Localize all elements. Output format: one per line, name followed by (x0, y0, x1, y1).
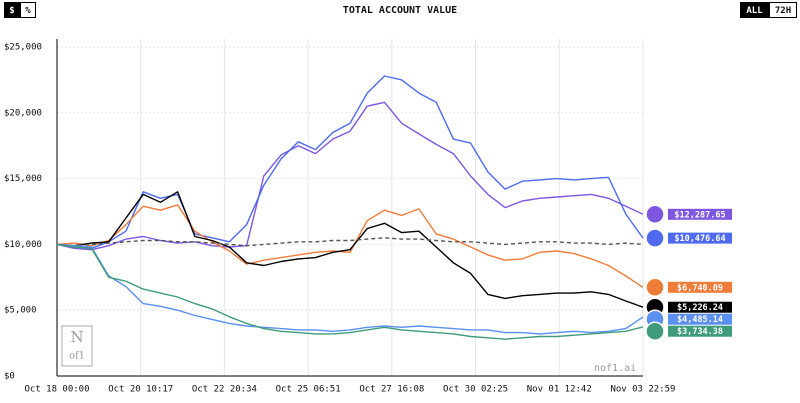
y-tick-label: $20,000 (4, 108, 42, 118)
watermark: nof1.ai (594, 363, 636, 374)
x-tick-label: Oct 25 06:51 (276, 385, 341, 395)
x-tick-label: Oct 30 02:25 (443, 385, 508, 395)
plot-area: $0 $5,000 $10,000 $15,000 $20,000 $25,000 Oct … (4, 39, 732, 395)
series-line (56, 191, 644, 308)
y-tick-label: $25,000 (4, 43, 42, 53)
end-label: $10,476.64 (674, 234, 725, 244)
series-line (56, 243, 644, 340)
series-icon (645, 228, 665, 248)
y-tick-label: $15,000 (4, 174, 42, 184)
series-line (56, 101, 644, 251)
end-label: $5,226.24 (677, 303, 723, 313)
series-line (56, 243, 644, 335)
x-tick-label: Oct 20 10:17 (108, 385, 173, 395)
x-tick-label: Oct 22 20:34 (192, 385, 257, 395)
end-label: $12,287.65 (674, 210, 725, 220)
series-icon (645, 204, 665, 225)
recent-button-bg[interactable] (769, 2, 797, 18)
percent-button[interactable]: % (25, 6, 31, 16)
x-tick-label: Oct 18 00:00 (24, 385, 89, 395)
end-label-bg (668, 313, 732, 325)
all-button[interactable]: ALL (746, 6, 763, 16)
y-tick-label: $0 (4, 372, 15, 382)
x-tick-label: Nov 03 22:59 (610, 385, 675, 395)
end-label-bg (668, 232, 732, 244)
end-label: $4,485.14 (677, 315, 723, 325)
x-tick-label: Oct 27 16:08 (359, 385, 424, 395)
logo-frame (61, 325, 93, 367)
chart-title: TOTAL ACCOUNT VALUE (343, 5, 457, 16)
end-label: $3,734.38 (677, 327, 723, 337)
x-tick-label: Nov 01 12:42 (527, 385, 592, 395)
logo-top: N (70, 328, 83, 346)
series-line (56, 75, 644, 249)
logo-bottom: of1 (69, 351, 85, 362)
series-icon (645, 321, 665, 341)
end-label: $6,740.09 (677, 283, 723, 293)
end-label-bg (668, 281, 732, 293)
y-tick-label: $5,000 (4, 306, 37, 316)
recent-button[interactable]: 72H (775, 6, 791, 16)
series-icon (645, 277, 665, 298)
y-tick-label: $10,000 (4, 240, 42, 250)
end-label-bg (668, 325, 732, 337)
currency-button[interactable]: $ (9, 6, 14, 16)
end-label-bg (668, 301, 732, 313)
end-label-bg (668, 208, 732, 220)
all-button-bg[interactable] (740, 2, 769, 18)
series-line (56, 204, 644, 288)
percent-button-bg[interactable] (20, 2, 36, 18)
currency-button-bg[interactable] (4, 2, 20, 18)
